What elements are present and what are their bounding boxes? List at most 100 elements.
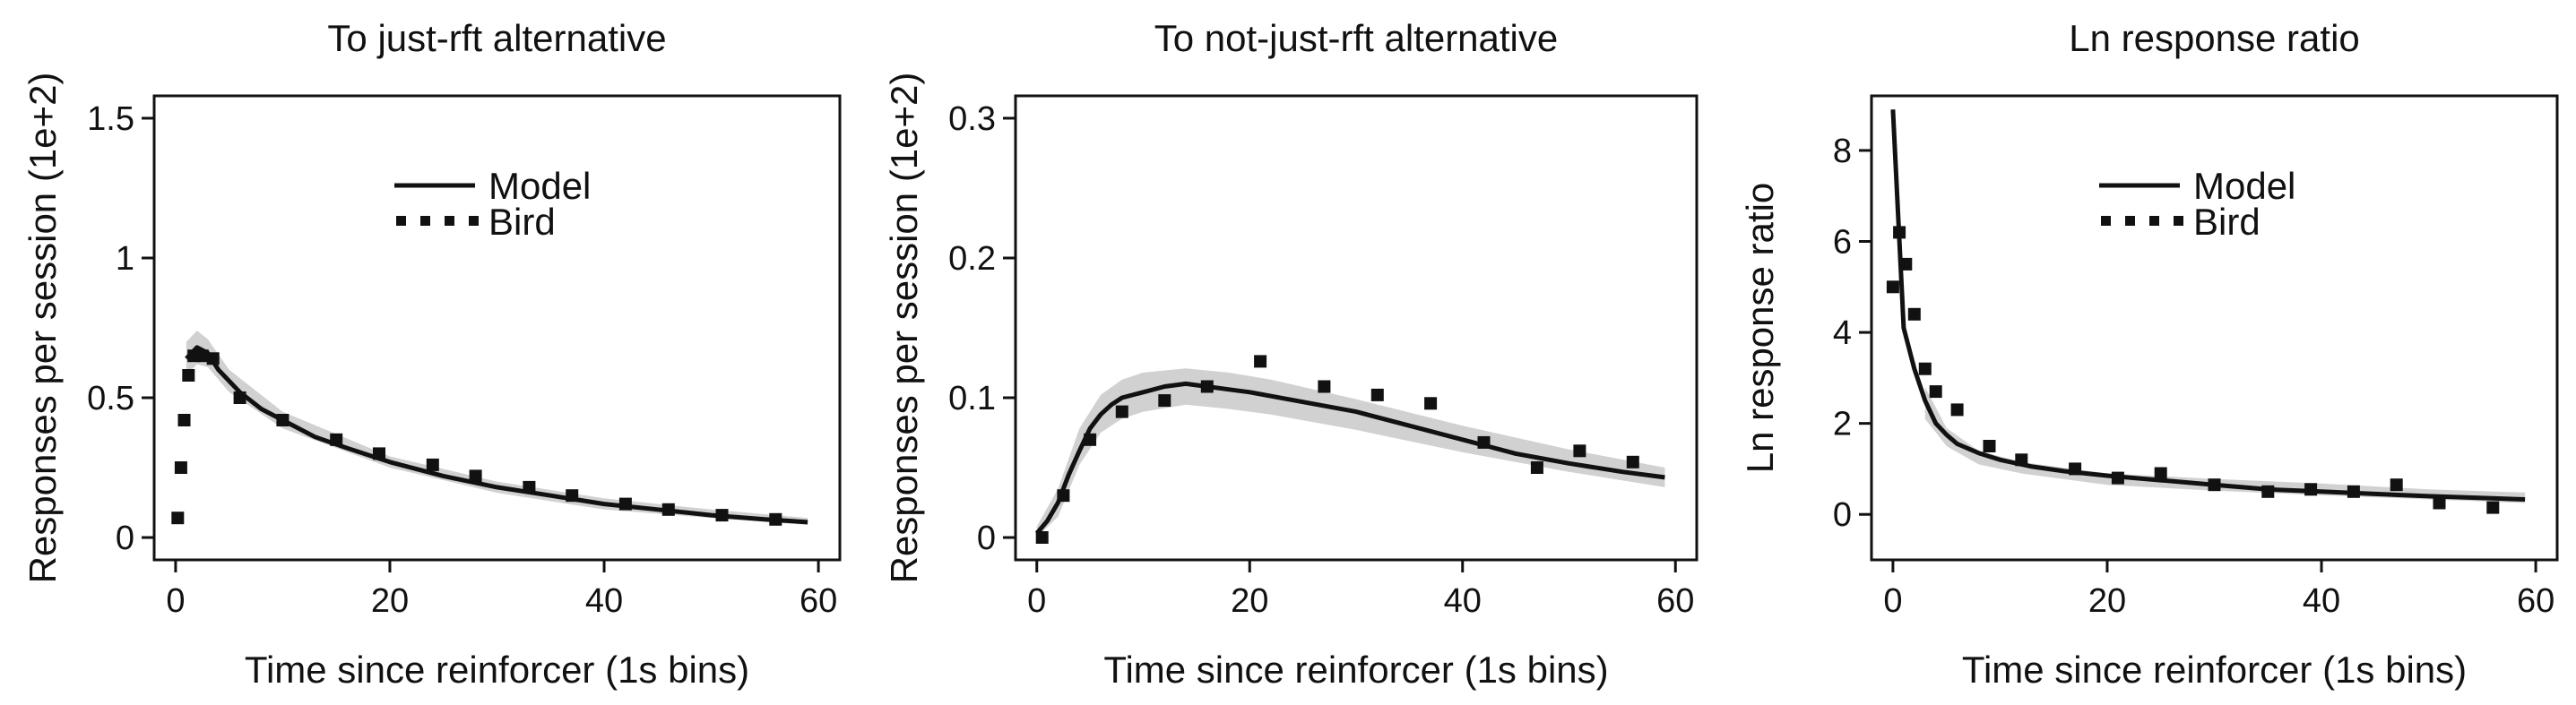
y-axis-label: Responses per session (1e+2): [22, 73, 64, 584]
bird-point: [2015, 453, 2028, 467]
y-tick-label: 0: [1833, 496, 1852, 534]
bird-point: [233, 391, 246, 404]
legend-model-label: Model: [2193, 165, 2295, 207]
x-tick-label: 60: [1656, 582, 1694, 620]
bird-point: [1158, 394, 1171, 408]
x-tick-label: 20: [371, 582, 409, 620]
legend-bird-swatch: [420, 216, 430, 226]
bird-point: [1115, 405, 1128, 418]
chart-title: To just-rft alternative: [327, 17, 666, 59]
legend-bird-swatch: [2125, 216, 2135, 226]
y-tick-label: 1.5: [87, 100, 134, 138]
bird-point: [2069, 462, 2082, 476]
bird-point: [1573, 444, 1586, 458]
bird-point: [1929, 385, 1942, 399]
y-tick-label: 0.2: [948, 240, 996, 278]
bird-point: [2154, 467, 2167, 480]
x-tick-label: 0: [1027, 582, 1046, 620]
y-tick-label: 6: [1833, 224, 1852, 262]
model-line: [185, 345, 808, 525]
x-tick-label: 60: [2517, 582, 2554, 620]
bird-point: [2390, 478, 2403, 492]
x-tick-label: 40: [2303, 582, 2340, 620]
bird-point: [206, 352, 220, 365]
legend-bird-swatch: [2174, 216, 2183, 226]
y-tick-label: 0.5: [87, 380, 134, 417]
bird-point: [618, 497, 632, 511]
bird-point: [769, 512, 782, 526]
bird-point: [195, 349, 209, 363]
y-tick-label: 2: [1833, 406, 1852, 443]
chart-title: Ln response ratio: [2069, 17, 2360, 59]
chart-title: To not-just-rft alternative: [1154, 17, 1559, 59]
bird-point: [1950, 403, 1964, 417]
y-tick-label: 8: [1833, 133, 1852, 170]
bird-point: [2433, 496, 2446, 510]
y-tick-label: 0: [977, 520, 996, 557]
bird-point: [1084, 433, 1097, 446]
bird-point: [330, 433, 343, 446]
legend-bird-label: Bird: [2193, 201, 2260, 243]
axes-frame: [1870, 94, 2559, 562]
bird-point: [1893, 226, 1906, 239]
legend-bird-label: Bird: [488, 201, 556, 243]
y-tick-label: 0.1: [948, 380, 996, 417]
x-axis-label: Time since reinforcer (1s bins): [245, 649, 749, 691]
bird-point: [1318, 380, 1331, 393]
x-axis-label: Time since reinforcer (1s bins): [1962, 649, 2467, 691]
axes-frame: [1014, 94, 1699, 562]
panel-1: 0 20 40 60 0 0.5 1 1.5 To just-rft alternative Ti…: [22, 17, 842, 691]
y-tick-label: 4: [1833, 314, 1852, 352]
bird-point: [715, 509, 729, 522]
legend-bird-swatch: [445, 216, 454, 226]
bird-point: [174, 461, 187, 474]
legend-bird-swatch: [469, 216, 479, 226]
legend-bird-swatch: [2149, 216, 2159, 226]
bird-point: [2261, 485, 2275, 498]
x-tick-label: 20: [2088, 582, 2126, 620]
x-tick-label: 0: [1883, 582, 1902, 620]
y-tick-label: 1: [116, 240, 134, 278]
bird-point: [1907, 307, 1921, 321]
bird-point: [2208, 478, 2221, 492]
bird-point: [1626, 455, 1639, 469]
bird-point: [1254, 355, 1267, 368]
panel-2: 0 20 40 60 0 0.1 0.2 0.3 To not-just-rft alterna…: [883, 17, 1699, 691]
bird-point: [1886, 280, 1899, 294]
panel-3: 0 20 40 60 0 2 4 6 8 Ln response ratio Time since …: [1739, 17, 2559, 691]
x-tick-label: 40: [1444, 582, 1482, 620]
bird-point: [373, 447, 385, 460]
bird-point: [1918, 362, 1932, 375]
bird-point: [566, 489, 579, 503]
x-tick-label: 40: [585, 582, 623, 620]
bird-point: [2304, 483, 2318, 496]
x-axis-label: Time since reinforcer (1s bins): [1103, 649, 1608, 691]
bird-point: [2347, 485, 2360, 498]
bird-point: [182, 369, 195, 382]
bird-point: [1899, 257, 1913, 271]
x-tick-label: 60: [800, 582, 837, 620]
bird-point: [1200, 380, 1214, 393]
bird-point: [177, 414, 191, 426]
bird-point: [426, 458, 439, 471]
y-axis-label: Responses per session (1e+2): [883, 73, 925, 584]
y-axis-label: Ln response ratio: [1739, 183, 1781, 474]
bird-point: [469, 469, 482, 483]
axes-frame: [152, 94, 842, 562]
x-tick-label: 20: [1231, 582, 1268, 620]
legend-model-label: Model: [488, 165, 591, 207]
legend-bird-swatch: [2101, 216, 2111, 226]
bird-point: [1370, 388, 1384, 401]
model-range-band: [186, 331, 808, 525]
bird-point: [276, 414, 290, 426]
bird-point: [1057, 489, 1070, 503]
bird-point: [1530, 461, 1543, 474]
bird-point: [1477, 435, 1491, 449]
bird-point: [1035, 531, 1049, 544]
y-tick-label: 0.3: [948, 100, 996, 138]
bird-point: [171, 512, 185, 525]
model-range-band: [1036, 368, 1665, 537]
